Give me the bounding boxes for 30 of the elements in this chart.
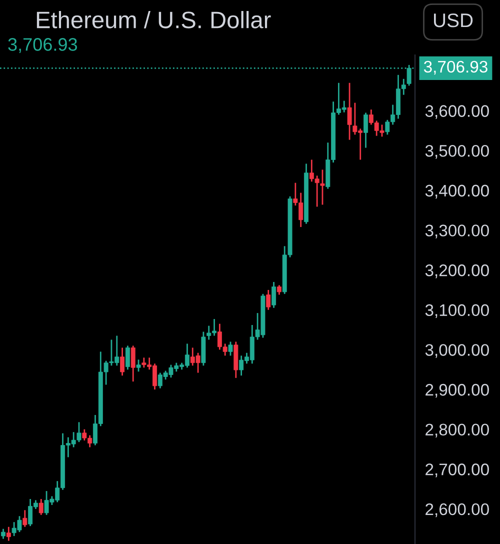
y-tick-label: 3,200.00 bbox=[425, 264, 489, 278]
candlestick bbox=[38, 498, 44, 516]
candlestick bbox=[125, 344, 130, 370]
y-tick-label: 3,600.00 bbox=[425, 105, 489, 119]
y-tick-label: 2,600.00 bbox=[426, 503, 489, 518]
chart-subtitle: 3,706.93 bbox=[8, 38, 77, 53]
y-tick-label: 2,700.00 bbox=[426, 464, 489, 478]
y-tick-label: 2,800.00 bbox=[426, 424, 489, 438]
text: USD bbox=[434, 13, 473, 28]
candlestick bbox=[136, 358, 141, 372]
ref-line-label: 3,706.93 bbox=[424, 60, 488, 75]
y-tick-label: 3,400.00 bbox=[425, 184, 489, 199]
y-tick-label: 2,900.00 bbox=[426, 384, 489, 398]
candlestick bbox=[120, 346, 125, 376]
candlestick bbox=[228, 341, 233, 356]
candlestick bbox=[6, 526, 11, 542]
candlestick bbox=[320, 168, 325, 206]
candlestick bbox=[272, 281, 276, 309]
y-tick-label: 3,000.00 bbox=[425, 344, 489, 358]
candlestick bbox=[130, 344, 136, 382]
candlestick bbox=[276, 284, 282, 296]
y-tick-label: 3,500.00 bbox=[425, 144, 489, 159]
candlestick bbox=[22, 509, 28, 528]
y-tick-label: 3,300.00 bbox=[425, 224, 489, 238]
candlestick bbox=[364, 112, 368, 148]
chart-title: Ethereum / U.S. Dollar bbox=[36, 10, 271, 28]
candlestick bbox=[347, 82, 352, 141]
y-tick-label: 3,100.00 bbox=[425, 304, 489, 318]
candlestick bbox=[1, 528, 6, 540]
candlestick bbox=[266, 289, 271, 311]
